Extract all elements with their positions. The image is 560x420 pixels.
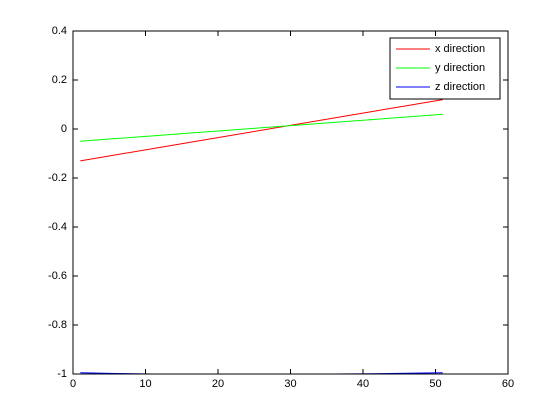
y-tick-label: 0.4	[52, 25, 67, 37]
x-tick-label: 0	[70, 378, 76, 390]
y-tick-label: -0.4	[48, 221, 67, 233]
legend-label: z direction	[435, 81, 485, 93]
legend-label: x direction	[435, 43, 485, 55]
x-tick-label: 30	[284, 378, 296, 390]
x-tick-label: 60	[502, 378, 514, 390]
y-tick-label: 0.2	[52, 74, 67, 86]
line	[80, 113, 443, 142]
line	[80, 99, 443, 162]
y-tick-label: -0.6	[48, 270, 67, 282]
legend-label: y direction	[435, 62, 485, 74]
x-tick-label: 40	[357, 378, 369, 390]
x-tick-label: 20	[212, 378, 224, 390]
y-tick-label: -0.8	[48, 319, 67, 331]
axes-box	[72, 30, 509, 375]
x-tick-label: 50	[429, 378, 441, 390]
y-tick-label: -0.2	[48, 172, 67, 184]
x-tick-label: 10	[139, 378, 151, 390]
y-tick-label: -1	[57, 368, 67, 380]
y-tick-label: 0	[61, 123, 67, 135]
